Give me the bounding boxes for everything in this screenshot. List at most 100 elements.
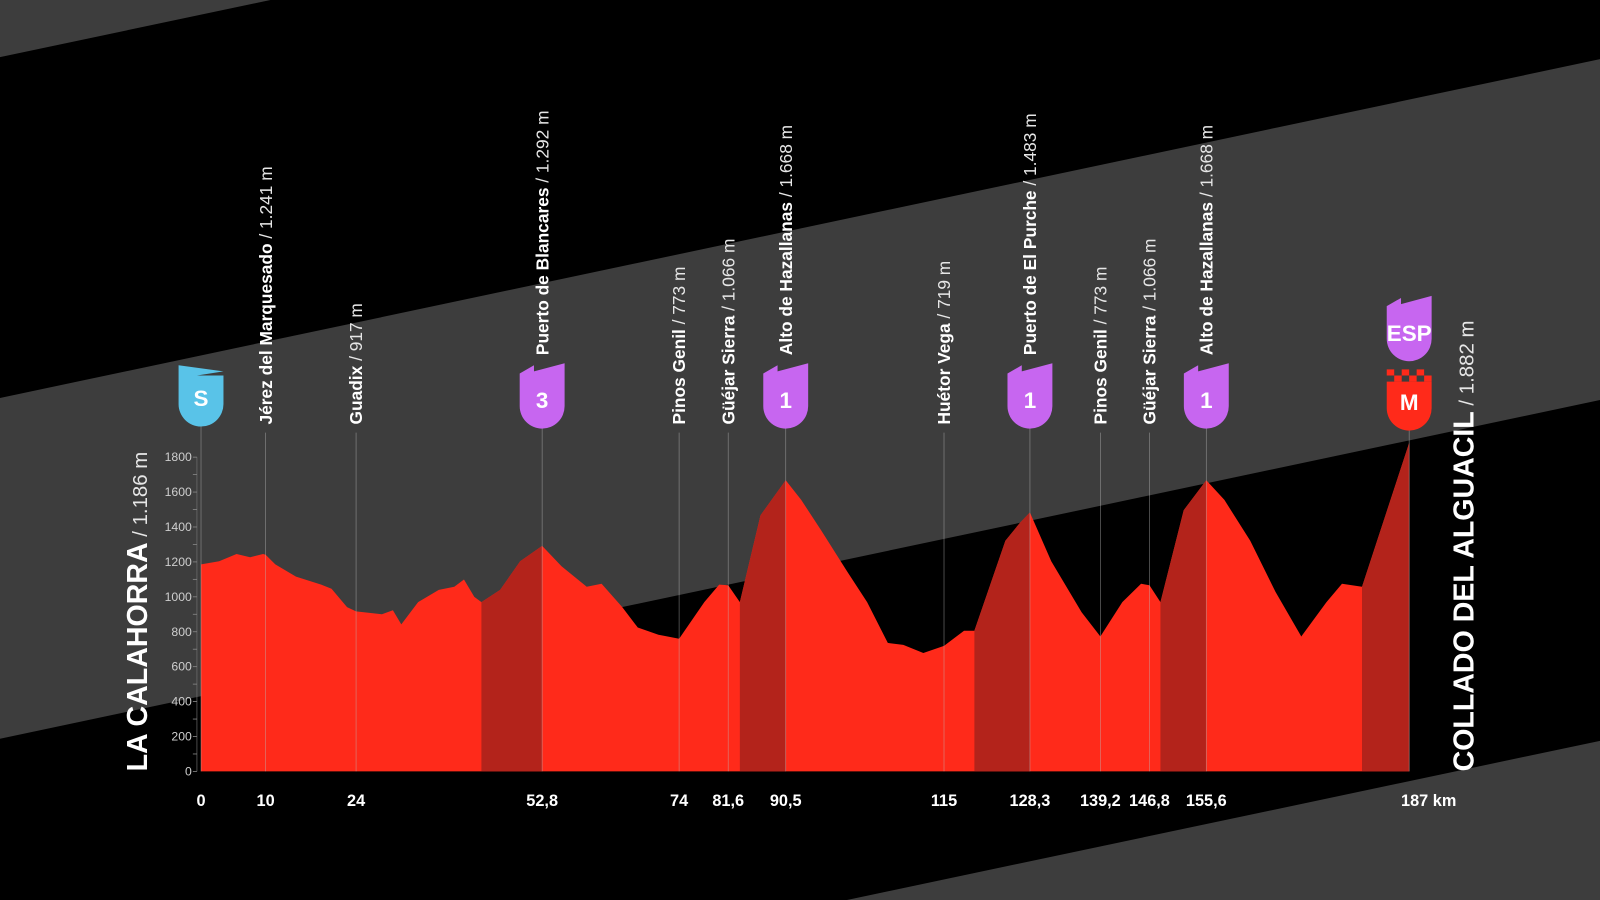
x-tick-label: 115	[931, 792, 957, 810]
waypoint-label: Güéjar Sierra / 1.066 m	[718, 239, 738, 425]
x-tick-label: 128,3	[1010, 792, 1051, 810]
waypoint-label-text: Huétor Vega / 719 m	[934, 261, 954, 425]
finish-elevation: 1.882 m	[1456, 321, 1478, 395]
svg-text:COLLADO DEL ALGUACIL / 1.882 m: COLLADO DEL ALGUACIL / 1.882 m	[1448, 321, 1480, 772]
y-tick-label: 400	[171, 695, 192, 709]
y-tick-label: 0	[185, 765, 192, 779]
climb-category-badge: 1	[763, 363, 809, 429]
waypoint-name: Alto de Hazallanas	[1196, 202, 1216, 355]
x-tick-label: 90,5	[770, 792, 802, 810]
waypoint-elevation: / 773 m	[669, 267, 689, 330]
waypoint-label: Alto de Hazallanas / 1.668 m	[1196, 125, 1216, 355]
climb-segment	[974, 512, 1030, 772]
waypoint-label-text: Güéjar Sierra / 1.066 m	[718, 239, 738, 425]
x-tick-label: 155,6	[1186, 792, 1227, 810]
climb-segment	[739, 480, 786, 772]
waypoint-label-text: Jérez del Marquesado / 1.241 m	[256, 166, 276, 424]
finish-elevation-sep: /	[1456, 394, 1478, 411]
waypoint-label-text: Puerto de El Purche / 1.483 m	[1020, 113, 1040, 355]
waypoint-elevation: / 1.066 m	[718, 239, 738, 316]
waypoint-label: Guadix / 917 m	[346, 303, 366, 424]
start-name: LA CALAHORRA	[122, 542, 154, 771]
start-elevation: 1.186 m	[130, 452, 152, 526]
climb-segment	[481, 545, 543, 772]
waypoint-elevation: / 1.483 m	[1020, 113, 1040, 190]
background-band-top-left	[0, 0, 271, 58]
finish-label: COLLADO DEL ALGUACIL / 1.882 m	[1448, 321, 1480, 772]
waypoint-label: Pinos Genil / 773 m	[1090, 267, 1110, 425]
waypoint-name: Huétor Vega	[934, 323, 954, 424]
waypoint-label: Puerto de Blancares / 1.292 m	[532, 110, 552, 355]
waypoint-name: Güéjar Sierra	[718, 315, 738, 424]
x-tick-label: 139,2	[1080, 792, 1121, 810]
checkered-flag-icon	[1394, 375, 1402, 382]
y-tick-label: 200	[171, 730, 192, 744]
climb-category-badge: 1	[1183, 363, 1229, 429]
special-category-badge-shape	[1386, 295, 1432, 362]
waypoint-elevation: / 1.066 m	[1140, 239, 1160, 316]
svg-text:LA CALAHORRA / 1.186 m: LA CALAHORRA / 1.186 m	[122, 452, 154, 772]
waypoint-elevation: / 1.292 m	[532, 110, 552, 187]
waypoint-elevation: / 1.668 m	[1196, 125, 1216, 202]
waypoint-label: Puerto de El Purche / 1.483 m	[1020, 113, 1040, 355]
waypoint-elevation: / 773 m	[1090, 267, 1110, 330]
waypoint-name: Pinos Genil	[669, 329, 689, 424]
checkered-flag-icon	[1386, 369, 1395, 376]
checkered-flag-icon	[1416, 369, 1425, 376]
x-tick-label: 52,8	[526, 792, 558, 810]
climb-category-badge-shape	[519, 363, 565, 429]
climb-category-badge: 1	[1007, 363, 1053, 429]
waypoint-badges: S 3 1 1 1 ESP M	[178, 295, 1432, 431]
waypoint-label: Huétor Vega / 719 m	[934, 261, 954, 425]
y-tick-label: 1200	[165, 555, 192, 569]
climb-category-badge-shape	[1007, 363, 1053, 429]
background-band-bottom-right	[846, 740, 1600, 900]
waypoint-label: Güéjar Sierra / 1.066 m	[1140, 239, 1160, 425]
climb-category-badge-shape	[1183, 363, 1229, 429]
waypoint-label: Jérez del Marquesado / 1.241 m	[256, 166, 276, 424]
checkered-flag-icon	[1401, 369, 1410, 376]
waypoint-name: Alto de Hazallanas	[776, 202, 796, 355]
start-label: LA CALAHORRA / 1.186 m	[122, 452, 154, 772]
waypoint-elevation: / 719 m	[934, 261, 954, 324]
climb-category-badge-text: 1	[1200, 388, 1212, 413]
y-tick-label: 1600	[165, 485, 192, 499]
finish-badge-text: M	[1400, 390, 1419, 415]
y-tick-label: 1000	[165, 590, 192, 604]
waypoint-name: Guadix	[346, 365, 366, 424]
waypoint-label-text: Pinos Genil / 773 m	[669, 267, 689, 425]
climb-segment	[1160, 480, 1207, 772]
climb-category-badge: 3	[519, 363, 565, 429]
climb-segment	[1362, 442, 1410, 772]
checkered-flag-icon	[1409, 375, 1417, 382]
waypoint-name: Jérez del Marquesado	[256, 243, 276, 424]
x-tick-label: 24	[347, 792, 365, 810]
start-badge: S	[178, 365, 224, 427]
x-tick-label: 187 km	[1401, 792, 1456, 810]
climb-category-badge-text: 3	[536, 388, 548, 413]
checkered-flag-icon	[1424, 375, 1432, 382]
waypoint-label-text: Alto de Hazallanas / 1.668 m	[776, 125, 796, 355]
start-badge-shape	[178, 365, 224, 427]
waypoint-name: Güéjar Sierra	[1140, 315, 1160, 424]
waypoint-label-text: Guadix / 917 m	[346, 303, 366, 424]
x-tick-label: 81,6	[712, 792, 744, 810]
y-axis: 0 200 400 600 800 1000 1200 1400 1600 1800	[165, 450, 198, 779]
x-tick-label: 146,8	[1129, 792, 1170, 810]
waypoint-name: Pinos Genil	[1090, 329, 1110, 424]
waypoint-elevation: / 917 m	[346, 303, 366, 366]
waypoint-lines	[200, 422, 1410, 772]
y-tick-label: 800	[171, 625, 192, 639]
x-tick-label: 0	[196, 792, 205, 810]
y-tick-label: 1800	[165, 450, 192, 464]
x-axis: 0 10 24 52,8 74 81,6 90,5 115 128,3 139,2 146,8 155…	[196, 792, 1456, 810]
climb-category-badge-text: 1	[1024, 388, 1036, 413]
waypoint-label-text: Alto de Hazallanas / 1.668 m	[1196, 125, 1216, 355]
finish-name: COLLADO DEL ALGUACIL	[1448, 411, 1480, 771]
waypoint-label-text: Güéjar Sierra / 1.066 m	[1140, 239, 1160, 425]
x-tick-label: 74	[670, 792, 688, 810]
start-badge-text: S	[194, 386, 209, 411]
waypoint-label-text: Pinos Genil / 773 m	[1090, 267, 1110, 425]
climb-category-badge-text: 1	[779, 388, 791, 413]
